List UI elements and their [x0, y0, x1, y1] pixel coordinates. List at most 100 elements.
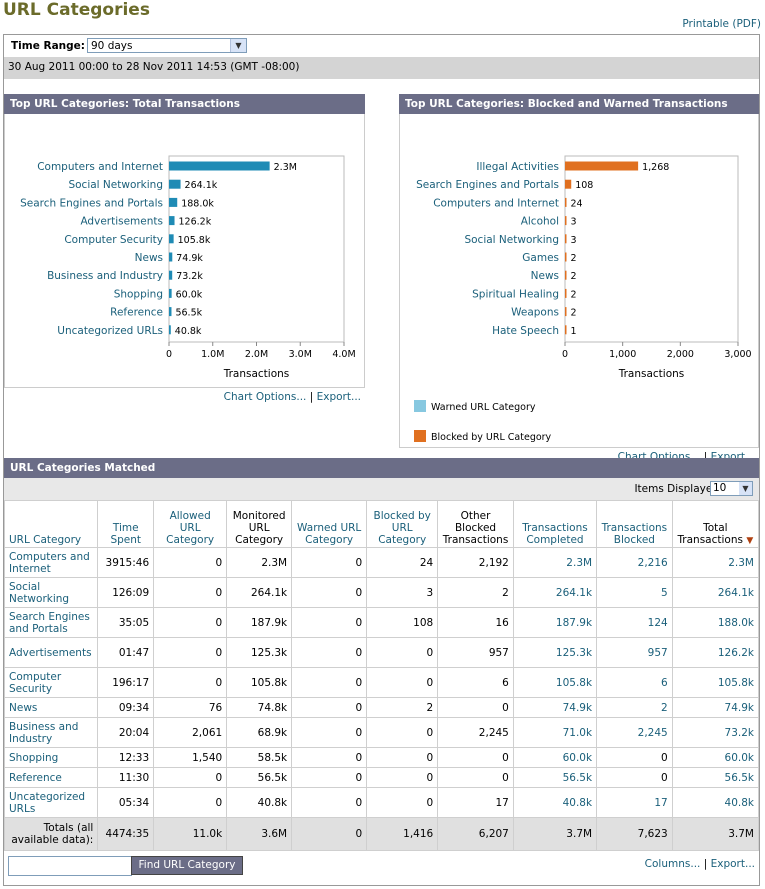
column-header-warned[interactable]: Warned URL Category — [291, 500, 368, 548]
cell-transactions-blocked[interactable]: 957 — [596, 637, 673, 668]
column-header-transactions-blocked[interactable]: Transactions Blocked — [596, 500, 673, 548]
cell-transactions-blocked[interactable]: 5 — [596, 577, 673, 608]
column-header-completed[interactable]: Transactions Completed — [512, 500, 598, 548]
column-header-allowed[interactable]: Allowed URL Category — [153, 500, 228, 548]
bar[interactable] — [169, 252, 173, 262]
cell-transactions-blocked[interactable]: 0 — [596, 767, 673, 788]
bar[interactable] — [169, 197, 178, 207]
items-displayed-select[interactable]: 10 ▼ — [710, 481, 753, 496]
category-label[interactable]: Advertisements — [80, 216, 163, 228]
category-label[interactable]: Spiritual Healing — [472, 288, 559, 300]
cell-total[interactable]: 56.5k — [671, 767, 760, 788]
cell-total[interactable]: 40.8k — [671, 787, 760, 818]
cell-completed[interactable]: 74.9k — [512, 697, 598, 718]
cell-completed[interactable]: 105.8k — [512, 667, 598, 698]
cell-transactions-blocked[interactable]: 2,245 — [596, 717, 673, 748]
cell-url-category[interactable]: Computers and Internet — [3, 547, 99, 578]
cell-url-category[interactable]: Advertisements — [3, 637, 99, 668]
category-label[interactable]: Shopping — [114, 288, 163, 300]
column-header-other-blocked[interactable]: Other Blocked Transactions — [437, 500, 514, 548]
cell-total[interactable]: 264.1k — [671, 577, 760, 608]
bar[interactable] — [169, 270, 173, 280]
category-label[interactable]: Illegal Activities — [476, 161, 559, 173]
bar[interactable] — [565, 197, 567, 207]
category-label[interactable]: Games — [522, 252, 559, 264]
category-label[interactable]: Search Engines and Portals — [20, 197, 163, 209]
cell-completed[interactable]: 187.9k — [512, 607, 598, 638]
category-label[interactable]: Computers and Internet — [433, 197, 559, 209]
category-label[interactable]: Social Networking — [68, 179, 163, 191]
cell-completed[interactable]: 71.0k — [512, 717, 598, 748]
cell-url-category[interactable]: Shopping — [3, 747, 99, 768]
cell-total[interactable]: 60.0k — [671, 747, 760, 768]
cell-completed[interactable]: 56.5k — [512, 767, 598, 788]
bar[interactable] — [565, 179, 572, 189]
column-header-monitored[interactable]: Monitored URL Category — [226, 500, 293, 548]
column-header-blocked[interactable]: Blocked by URL Category — [366, 500, 439, 548]
printable-pdf-link[interactable]: Printable (PDF) — [682, 18, 761, 30]
column-header-total[interactable]: Total Transactions ▼ — [671, 500, 760, 548]
columns-link[interactable]: Columns... — [644, 858, 701, 870]
cell-url-category[interactable]: News — [3, 697, 99, 718]
category-label[interactable]: Social Networking — [464, 234, 559, 246]
category-label[interactable]: Alcohol — [521, 216, 559, 228]
cell-completed[interactable]: 264.1k — [512, 577, 598, 608]
bar[interactable] — [169, 161, 270, 171]
cell-transactions-blocked[interactable]: 17 — [596, 787, 673, 818]
cell-completed[interactable]: 125.3k — [512, 637, 598, 668]
category-label[interactable]: Business and Industry — [47, 270, 163, 282]
cell-total[interactable]: 105.8k — [671, 667, 760, 698]
cell-completed[interactable]: 40.8k — [512, 787, 598, 818]
cell-url-category[interactable]: Social Networking — [3, 577, 99, 608]
cell-transactions-blocked[interactable]: 2,216 — [596, 547, 673, 578]
cell-transactions-blocked[interactable]: 124 — [596, 607, 673, 638]
cell-total[interactable]: 74.9k — [671, 697, 760, 718]
export-link[interactable]: Export... — [710, 858, 755, 870]
cell-total[interactable]: 188.0k — [671, 607, 760, 638]
bar[interactable] — [169, 288, 172, 298]
bar[interactable] — [169, 179, 181, 189]
cell-completed[interactable]: 60.0k — [512, 747, 598, 768]
bar[interactable] — [565, 161, 639, 171]
export-link[interactable]: Export... — [316, 391, 361, 403]
bar[interactable] — [565, 288, 567, 298]
cell-url-category[interactable]: Uncategorized URLs — [3, 787, 99, 818]
find-category-input[interactable] — [8, 856, 132, 876]
category-label[interactable]: News — [531, 270, 559, 282]
cell-url-category[interactable]: Search Engines and Portals — [3, 607, 99, 638]
category-label[interactable]: Weapons — [511, 307, 559, 319]
cell-url-category[interactable]: Reference — [3, 767, 99, 788]
cell-transactions-blocked[interactable]: 2 — [596, 697, 673, 718]
bar[interactable] — [565, 325, 567, 335]
category-label[interactable]: Computer Security — [64, 234, 163, 246]
cell-blocked: 24 — [366, 547, 439, 578]
bar[interactable] — [169, 216, 175, 226]
cell-total[interactable]: 2.3M — [671, 547, 760, 578]
bar[interactable] — [169, 325, 171, 335]
category-label[interactable]: Reference — [110, 307, 163, 319]
find-url-category-button[interactable]: Find URL Category — [131, 856, 243, 875]
bar[interactable] — [565, 234, 567, 244]
cell-url-category[interactable]: Business and Industry — [3, 717, 99, 748]
bar[interactable] — [169, 307, 172, 317]
category-label[interactable]: Hate Speech — [492, 325, 559, 337]
bar[interactable] — [565, 216, 567, 226]
cell-url-category[interactable]: Computer Security — [3, 667, 99, 698]
time-range-select[interactable]: 90 days ▼ — [87, 38, 247, 53]
category-label[interactable]: News — [135, 252, 163, 264]
category-label[interactable]: Uncategorized URLs — [57, 325, 163, 337]
cell-completed[interactable]: 2.3M — [512, 547, 598, 578]
bar[interactable] — [565, 270, 567, 280]
column-header-time-spent[interactable]: Time Spent — [97, 500, 155, 548]
bar[interactable] — [169, 234, 174, 244]
category-label[interactable]: Search Engines and Portals — [416, 179, 559, 191]
cell-transactions-blocked[interactable]: 6 — [596, 667, 673, 698]
cell-total[interactable]: 73.2k — [671, 717, 760, 748]
cell-total[interactable]: 126.2k — [671, 637, 760, 668]
category-label[interactable]: Computers and Internet — [37, 161, 163, 173]
cell-transactions-blocked[interactable]: 0 — [596, 747, 673, 768]
column-header-url-category[interactable]: URL Category — [3, 500, 99, 548]
bar[interactable] — [565, 252, 567, 262]
chart-options-link[interactable]: Chart Options... — [223, 391, 307, 403]
bar[interactable] — [565, 307, 567, 317]
